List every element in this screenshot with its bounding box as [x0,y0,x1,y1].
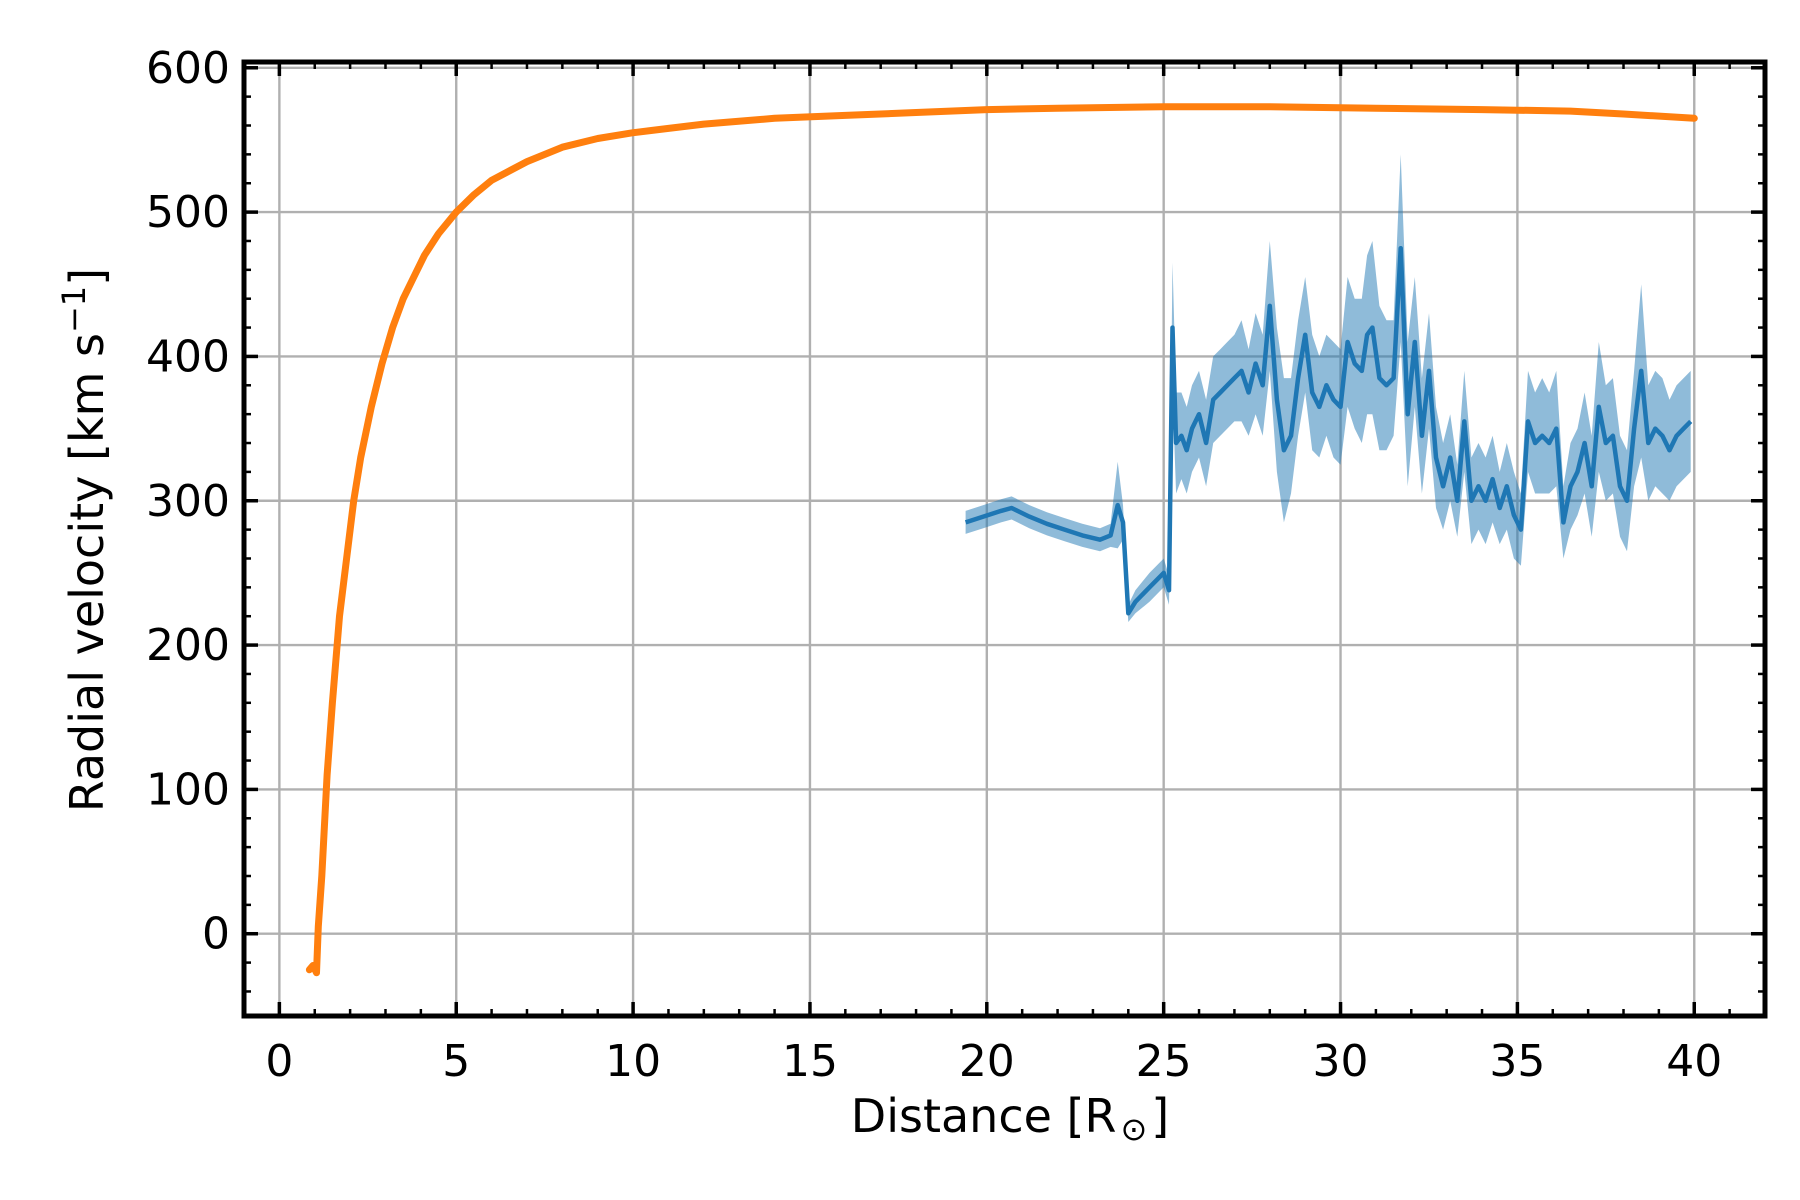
y-axis-label-close: ] [60,268,114,286]
x-axis-label-symbol: ⊙ [1120,1110,1147,1148]
plot-frame [241,59,1768,1019]
y-axis-label-text: Radial velocity [km s [60,333,114,812]
model-velocity-line [305,103,1698,977]
observed-velocity-line [964,245,1693,616]
y-tick-label: 600 [146,43,230,94]
x-tick-label: 0 [265,1036,293,1087]
x-axis-label: Distance [R ⊙] [851,1089,1169,1148]
y-tick-label: 100 [146,764,230,815]
x-tick-label: 5 [442,1036,470,1087]
y-tick-label: 200 [146,620,230,671]
y-tick-labels: 0 100 200 300 400 500 600 [146,43,230,960]
x-tick-labels: 0 5 10 15 20 25 30 35 40 [265,1036,1722,1087]
grid [244,62,1765,1016]
y-axis-label-exp: −1 [55,286,93,333]
x-tick-label: 25 [1136,1036,1192,1087]
plot-area [305,103,1698,977]
y-tick-label: 400 [146,331,230,382]
y-tick-label: 0 [202,909,230,960]
x-tick-label: 35 [1489,1036,1545,1087]
x-tick-label: 40 [1666,1036,1722,1087]
x-axis-label-close: ] [1151,1089,1169,1143]
x-axis-label-text: Distance [R [851,1089,1117,1143]
x-tick-label: 30 [1313,1036,1369,1087]
y-tick-label: 300 [146,476,230,527]
x-tick-label: 15 [782,1036,838,1087]
y-axis-label: Radial velocity [km s−1] [55,268,114,812]
y-tick-label: 500 [146,187,230,238]
x-tick-label: 10 [605,1036,661,1087]
x-tick-label: 20 [959,1036,1015,1087]
axis-ticks [242,62,1767,1016]
